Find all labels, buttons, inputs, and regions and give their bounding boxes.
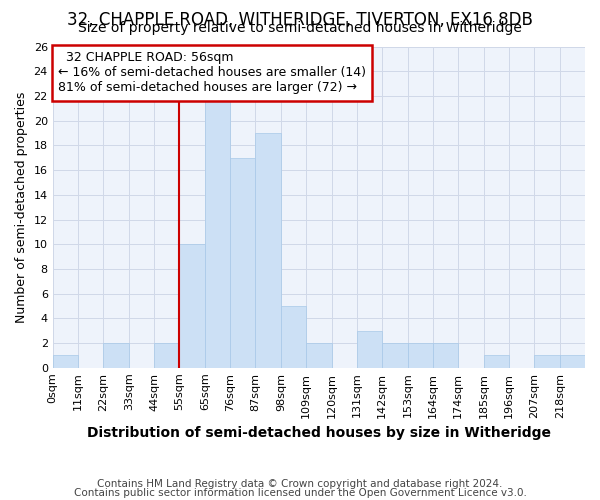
Text: 32 CHAPPLE ROAD: 56sqm  
← 16% of semi-detached houses are smaller (14)
81% of s: 32 CHAPPLE ROAD: 56sqm ← 16% of semi-det… bbox=[58, 52, 366, 94]
Bar bbox=[103, 343, 129, 368]
Bar bbox=[256, 133, 281, 368]
Bar bbox=[306, 343, 332, 368]
X-axis label: Distribution of semi-detached houses by size in Witheridge: Distribution of semi-detached houses by … bbox=[87, 426, 551, 440]
Text: Contains public sector information licensed under the Open Government Licence v3: Contains public sector information licen… bbox=[74, 488, 526, 498]
Bar bbox=[484, 356, 509, 368]
Bar bbox=[53, 356, 78, 368]
Y-axis label: Number of semi-detached properties: Number of semi-detached properties bbox=[15, 92, 28, 323]
Bar bbox=[281, 306, 306, 368]
Bar bbox=[357, 330, 382, 368]
Bar bbox=[154, 343, 179, 368]
Bar bbox=[205, 96, 230, 368]
Text: Size of property relative to semi-detached houses in Witheridge: Size of property relative to semi-detach… bbox=[78, 21, 522, 35]
Bar bbox=[179, 244, 205, 368]
Text: 32, CHAPPLE ROAD, WITHERIDGE, TIVERTON, EX16 8DB: 32, CHAPPLE ROAD, WITHERIDGE, TIVERTON, … bbox=[67, 11, 533, 29]
Bar bbox=[407, 343, 433, 368]
Text: Contains HM Land Registry data © Crown copyright and database right 2024.: Contains HM Land Registry data © Crown c… bbox=[97, 479, 503, 489]
Bar bbox=[382, 343, 407, 368]
Bar bbox=[230, 158, 256, 368]
Bar bbox=[560, 356, 585, 368]
Bar bbox=[535, 356, 560, 368]
Bar bbox=[433, 343, 458, 368]
